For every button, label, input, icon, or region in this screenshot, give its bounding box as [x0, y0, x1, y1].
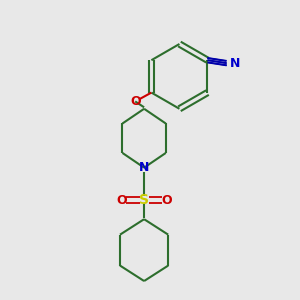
- Text: N: N: [230, 57, 240, 70]
- Text: O: O: [130, 95, 140, 108]
- Text: O: O: [161, 194, 172, 207]
- Text: O: O: [117, 194, 127, 207]
- Text: N: N: [139, 161, 149, 174]
- Text: S: S: [139, 193, 149, 207]
